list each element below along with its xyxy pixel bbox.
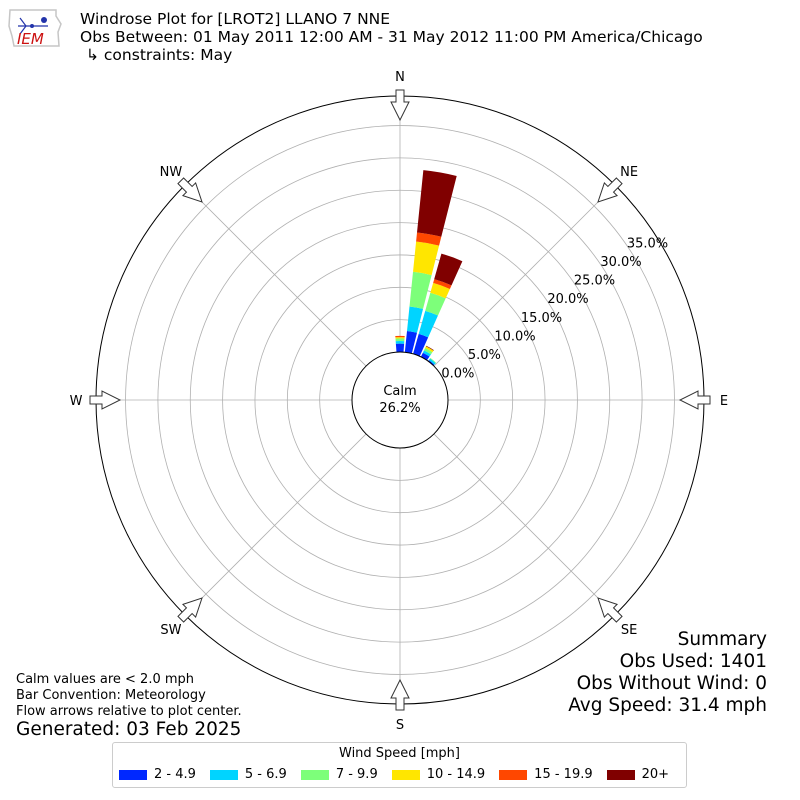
- constraints: ↳ constraints: May: [86, 46, 233, 64]
- wind-bar-segment: [395, 338, 405, 342]
- flow-arrow-icon: [597, 177, 623, 203]
- flow-arrow-icon: [89, 390, 122, 410]
- wind-bar-segment: [434, 253, 463, 286]
- legend-items: 2 - 4.9 5 - 6.9 7 - 9.9 10 - 14.9 15 - 19.9 2…: [119, 767, 669, 782]
- chart-title: Windrose Plot for [LROT2] LLANO 7 NNE: [80, 10, 391, 28]
- legend-swatch: [119, 769, 147, 780]
- wind-bar-segment: [417, 170, 457, 237]
- summary-obs-without-wind: Obs Without Wind: 0: [576, 673, 767, 694]
- observation-period: Obs Between: 01 May 2011 12:00 AM - 31 M…: [80, 28, 703, 46]
- legend-label: 2 - 4.9: [154, 767, 196, 782]
- radial-tick-label: 0.0%: [441, 366, 474, 381]
- legend-swatch: [391, 769, 420, 780]
- wind-bar-segment: [428, 358, 436, 365]
- legend-label: 5 - 6.9: [244, 767, 287, 782]
- direction-label: SE: [621, 623, 637, 638]
- wind-bar-segment: [413, 241, 440, 276]
- wind-bar-segment: [429, 357, 437, 364]
- wind-bar-segment: [423, 348, 433, 355]
- legend-item: 7 - 9.9: [300, 767, 378, 782]
- iowa-state-outline-icon: [8, 9, 62, 47]
- flow-arrow-icon: [678, 390, 711, 410]
- grid-ring: [125, 125, 675, 675]
- legend-label: 20+: [641, 767, 670, 782]
- wind-bar-segment: [413, 333, 429, 357]
- flow-arrow-icon: [177, 177, 203, 203]
- summary-obs-used: Obs Used: 1401: [619, 651, 767, 672]
- radial-tick-label: 15.0%: [521, 311, 562, 326]
- direction-label: NW: [160, 165, 183, 180]
- legend-swatch: [300, 769, 329, 780]
- radial-tick-label: 20.0%: [547, 292, 588, 307]
- wind-bar-segment: [404, 331, 418, 354]
- wind-bar-segment: [409, 271, 432, 309]
- radial-tick-label: 25.0%: [574, 274, 615, 289]
- wind-bar-segment: [425, 346, 434, 353]
- radial-tick-label: 35.0%: [627, 237, 668, 252]
- legend-item: 2 - 4.9: [119, 767, 196, 782]
- legend-label: 15 - 19.9: [534, 767, 593, 782]
- calm-value: 26.2%: [379, 401, 420, 416]
- legend-title: Wind Speed [mph]: [339, 746, 460, 761]
- legend-item: 15 - 19.9: [499, 767, 593, 782]
- iem-logo: IEM: [6, 6, 64, 50]
- legend-label: 10 - 14.9: [426, 767, 486, 782]
- logo-text: IEM: [17, 30, 44, 48]
- generated-date: Generated: 03 Feb 2025: [16, 719, 242, 740]
- wind-bar-segment: [428, 360, 435, 366]
- wind-bar-segment: [425, 345, 434, 351]
- grid-ring: [222, 222, 578, 578]
- wind-bar-segment: [433, 279, 452, 289]
- grid-spoke: [184, 184, 367, 367]
- calm-label: Calm: [383, 384, 416, 399]
- direction-label: S: [396, 718, 404, 733]
- summary-avg-speed: Avg Speed: 31.4 mph: [568, 695, 767, 716]
- flow-arrow-icon: [390, 89, 410, 122]
- legend: Wind Speed [mph] 2 - 4.9 5 - 6.9 7 - 9.9 10…: [112, 742, 687, 788]
- legend-item: 10 - 14.9: [391, 767, 486, 782]
- wind-bar-segment: [418, 310, 438, 338]
- flow-arrow-icon: [390, 678, 410, 711]
- legend-item: 5 - 6.9: [209, 767, 287, 782]
- radial-tick-label: 5.0%: [468, 348, 501, 363]
- wind-bar-segment: [422, 350, 431, 357]
- wind-bar-segment: [425, 292, 446, 316]
- radial-tick-label: 10.0%: [494, 329, 535, 344]
- wind-bar-segment: [395, 337, 405, 339]
- direction-label: NE: [620, 165, 638, 180]
- calm-definition: Calm values are < 2.0 mph: [16, 672, 195, 687]
- grid-ring: [319, 319, 481, 481]
- flow-arrows-note: Flow arrows relative to plot center.: [16, 704, 242, 719]
- grid-spoke: [433, 433, 616, 616]
- grid-ring: [189, 189, 611, 611]
- wind-bar-segment: [395, 335, 405, 338]
- direction-label: SW: [160, 623, 181, 638]
- wind-bar-segment: [395, 343, 405, 353]
- legend-swatch: [209, 769, 238, 780]
- legend-swatch: [499, 769, 528, 780]
- grid-ring: [254, 254, 546, 546]
- wind-bar-segment: [407, 306, 424, 333]
- calm-circle: [351, 351, 449, 449]
- summary-title: Summary: [677, 629, 767, 650]
- grid-ring: [286, 286, 514, 514]
- flow-arrow-icon: [177, 597, 203, 623]
- grid-spoke: [433, 184, 616, 367]
- grid-ring: [157, 157, 643, 643]
- grid-spoke: [184, 433, 367, 616]
- direction-label: W: [70, 394, 83, 409]
- legend-item: 20+: [606, 767, 670, 782]
- legend-swatch: [606, 769, 635, 780]
- direction-label: E: [720, 394, 728, 409]
- legend-label: 7 - 9.9: [335, 767, 378, 782]
- direction-label: N: [395, 70, 405, 85]
- wind-bar-segment: [395, 341, 405, 344]
- flow-arrow-icon: [597, 597, 623, 623]
- wind-bar-segment: [420, 352, 430, 361]
- wind-bar-segment: [416, 232, 442, 246]
- bar-convention: Bar Convention: Meteorology: [16, 688, 206, 703]
- wind-bar-segment: [430, 282, 450, 299]
- radial-tick-label: 30.0%: [600, 255, 641, 270]
